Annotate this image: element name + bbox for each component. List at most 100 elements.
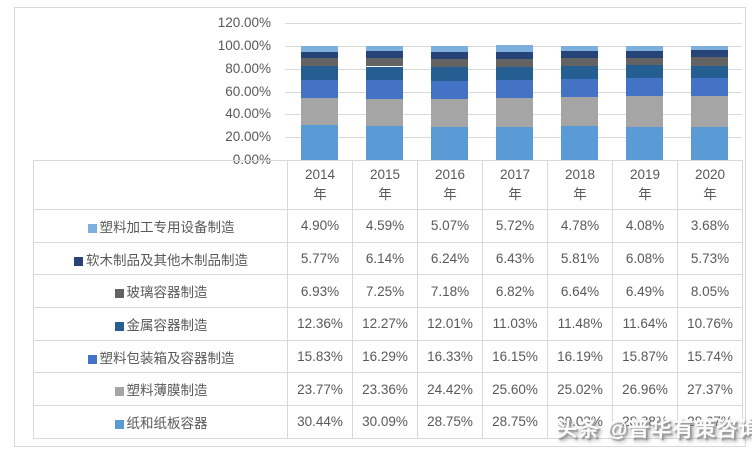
value-cell: 5.81% bbox=[547, 241, 613, 276]
value-cell: 10.76% bbox=[677, 307, 743, 341]
value-cell: 25.60% bbox=[482, 372, 548, 407]
bar-segment bbox=[626, 78, 663, 97]
value-cell: 30.08% bbox=[547, 405, 613, 439]
watermark: 头条 @普华有策咨询 bbox=[556, 418, 752, 441]
bar-segment bbox=[626, 96, 663, 128]
legend-item: 塑料薄膜制造 bbox=[33, 372, 288, 407]
y-axis-tick-label: 60.00% bbox=[225, 83, 271, 99]
y-axis-tick-label: 40.00% bbox=[225, 106, 271, 122]
y-gridline bbox=[285, 23, 742, 25]
bar-segment bbox=[561, 51, 598, 59]
year-header-line2: 年 bbox=[443, 187, 457, 202]
value-cell: 5.72% bbox=[482, 209, 548, 243]
value-cell: 8.05% bbox=[677, 274, 743, 309]
bar-segment bbox=[496, 67, 533, 80]
bar-segment bbox=[691, 96, 728, 128]
table-row: 金属容器制造 12.36% 12.27% 12.01% 11.03% 11.48% 11.6… bbox=[33, 307, 743, 341]
legend-swatch bbox=[87, 223, 97, 233]
bar-segment bbox=[366, 66, 403, 81]
year-header: 2020 年 bbox=[677, 160, 743, 210]
bar-segment bbox=[301, 51, 338, 59]
value-cell: 11.03% bbox=[482, 307, 548, 341]
value-cell: 16.33% bbox=[417, 339, 483, 374]
legend-label: 塑料包装箱及容器制造 bbox=[99, 350, 235, 366]
table-row: 纸和纸板容器 30.44% 30.09% 28.75% 28.75% 30.08% 28.8… bbox=[33, 405, 743, 439]
bar-segment bbox=[366, 99, 403, 126]
value-cell: 23.36% bbox=[352, 372, 418, 407]
legend-item: 软木制品及其他木制品制造 bbox=[33, 241, 288, 276]
bar-segment bbox=[431, 46, 468, 52]
bar-segment bbox=[301, 80, 338, 99]
bar-segment bbox=[366, 58, 403, 67]
value-cell: 7.18% bbox=[417, 274, 483, 309]
bar-segment bbox=[496, 59, 533, 68]
bar-segment bbox=[691, 127, 728, 160]
table-row: 塑料薄膜制造 23.77% 23.36% 24.42% 25.60% 25.02% 26.9… bbox=[33, 372, 743, 407]
legend-label: 塑料薄膜制造 bbox=[126, 383, 208, 399]
value-cell: 3.68% bbox=[677, 209, 743, 243]
value-cell: 4.59% bbox=[352, 209, 418, 243]
value-cell: 23.77% bbox=[287, 372, 353, 407]
bar-segment bbox=[691, 78, 728, 97]
year-header: 2019 年 bbox=[612, 160, 678, 210]
bar-segment bbox=[626, 64, 663, 79]
value-cell: 11.48% bbox=[547, 307, 613, 341]
year-header: 2018 年 bbox=[547, 160, 613, 210]
bar-segment bbox=[561, 125, 598, 160]
year-header: 2016 年 bbox=[417, 160, 483, 210]
value-cell: 4.78% bbox=[547, 209, 613, 243]
legend-item: 塑料加工专用设备制造 bbox=[33, 209, 288, 243]
legend-swatch bbox=[74, 256, 83, 266]
table-row: 塑料包装箱及容器制造 15.83% 16.29% 16.33% 16.15% 16.19%… bbox=[33, 339, 743, 374]
table-row: 软木制品及其他木制品制造 5.77% 6.14% 6.24% 6.43% 5.81% 6.0… bbox=[33, 241, 743, 276]
year-header: 2014 年 bbox=[287, 160, 353, 210]
bar-segment bbox=[301, 58, 338, 67]
value-cell: 25.02% bbox=[547, 372, 613, 407]
value-cell: 28.75% bbox=[417, 405, 483, 439]
value-cell: 15.83% bbox=[287, 339, 353, 374]
bar-segment bbox=[561, 78, 598, 98]
legend-label: 纸和纸板容器 bbox=[126, 415, 208, 431]
bar-segment bbox=[366, 80, 403, 100]
year-header-line1: 2016 bbox=[434, 167, 466, 182]
value-cell: 15.74% bbox=[677, 339, 743, 374]
bar-segment bbox=[561, 97, 598, 126]
value-cell: 12.01% bbox=[417, 307, 483, 341]
year-header-line2: 年 bbox=[508, 187, 522, 202]
bar-segment bbox=[496, 51, 533, 60]
legend-swatch bbox=[114, 419, 124, 429]
bar-segment bbox=[691, 50, 728, 57]
legend-label: 玻璃容器制造 bbox=[126, 285, 208, 301]
y-axis-tick-label: 100.00% bbox=[217, 38, 271, 53]
bar-segment bbox=[301, 66, 338, 81]
year-header: 2017 年 bbox=[482, 160, 548, 210]
bar-segment bbox=[496, 127, 533, 160]
bar-segment bbox=[431, 58, 468, 68]
legend-swatch bbox=[87, 354, 97, 364]
value-cell: 26.96% bbox=[612, 372, 678, 407]
value-cell: 5.73% bbox=[677, 241, 743, 276]
legend-swatch bbox=[114, 387, 124, 397]
bar-segment bbox=[691, 65, 728, 79]
legend-label: 软木制品及其他木制品制造 bbox=[86, 252, 248, 268]
year-header-line1: 2017 bbox=[499, 167, 531, 182]
bar-segment bbox=[366, 46, 403, 52]
value-cell: 11.64% bbox=[612, 307, 678, 341]
value-cell: 5.77% bbox=[287, 241, 353, 276]
bar-segment bbox=[301, 46, 338, 52]
value-cell: 6.14% bbox=[352, 241, 418, 276]
data-table: 2014 年 2015 年 2016 年 2017 年 2018 年 2019 年 2020 年塑料加工专… bbox=[33, 160, 743, 439]
value-cell: 6.93% bbox=[287, 274, 353, 309]
value-cell: 4.08% bbox=[612, 209, 678, 243]
bar-segment bbox=[626, 50, 663, 58]
value-cell: 7.25% bbox=[352, 274, 418, 309]
year-header-line1: 2020 bbox=[694, 167, 726, 182]
bar-segment bbox=[561, 58, 598, 66]
year-header-line2: 年 bbox=[573, 187, 587, 202]
legend-item: 玻璃容器制造 bbox=[33, 274, 288, 309]
year-header-line2: 年 bbox=[638, 187, 652, 202]
value-cell: 30.09% bbox=[352, 405, 418, 439]
legend-swatch bbox=[114, 289, 124, 299]
bar-segment bbox=[366, 125, 403, 160]
